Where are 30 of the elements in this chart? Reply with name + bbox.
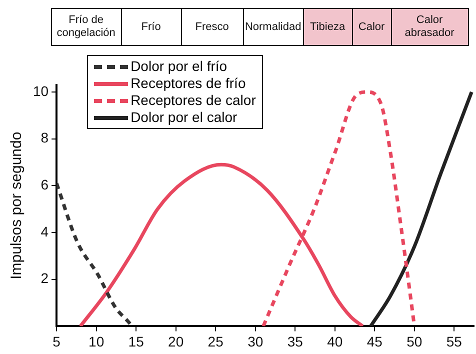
text: Tibieza: [304, 9, 353, 45]
x-tick-label: 50: [406, 333, 422, 350]
x-tick-label: 5: [52, 333, 61, 350]
legend-label: Receptores de frío: [130, 75, 246, 92]
y-tick-label: 2: [40, 270, 49, 286]
x-tick-label: 45: [366, 333, 383, 350]
text: Normalidad: [244, 9, 304, 45]
y-tick-label: 8: [40, 130, 49, 146]
x-tick-label: 10: [88, 333, 104, 350]
y-tick-label: 6: [40, 176, 49, 193]
line-series: [368, 90, 474, 326]
text: Frío de congelación: [52, 9, 122, 45]
x-tick-label: 25: [208, 333, 224, 350]
y-axis-title: Impulsos por segundo: [8, 132, 26, 280]
legend-label: Dolor por el calor: [130, 109, 238, 126]
x-tick-label: 35: [287, 333, 304, 350]
text: Frío: [122, 9, 182, 45]
legend-label: Dolor por el frío: [130, 58, 228, 75]
x-tick-label: 40: [327, 333, 343, 350]
legend-label: Receptores de calor: [130, 92, 256, 109]
y-tick-label: 4: [40, 223, 49, 240]
x-tick-label: 30: [248, 333, 264, 350]
x-tick-label: 55: [446, 333, 462, 350]
x-tick-label: 15: [128, 333, 144, 350]
y-tick-label: 10: [32, 82, 49, 99]
text: Calor: [352, 9, 392, 45]
text: Fresco: [182, 9, 244, 45]
text: Calor abrasador: [392, 9, 468, 45]
x-tick-label: 20: [168, 333, 184, 350]
line-series: [56, 182, 134, 326]
